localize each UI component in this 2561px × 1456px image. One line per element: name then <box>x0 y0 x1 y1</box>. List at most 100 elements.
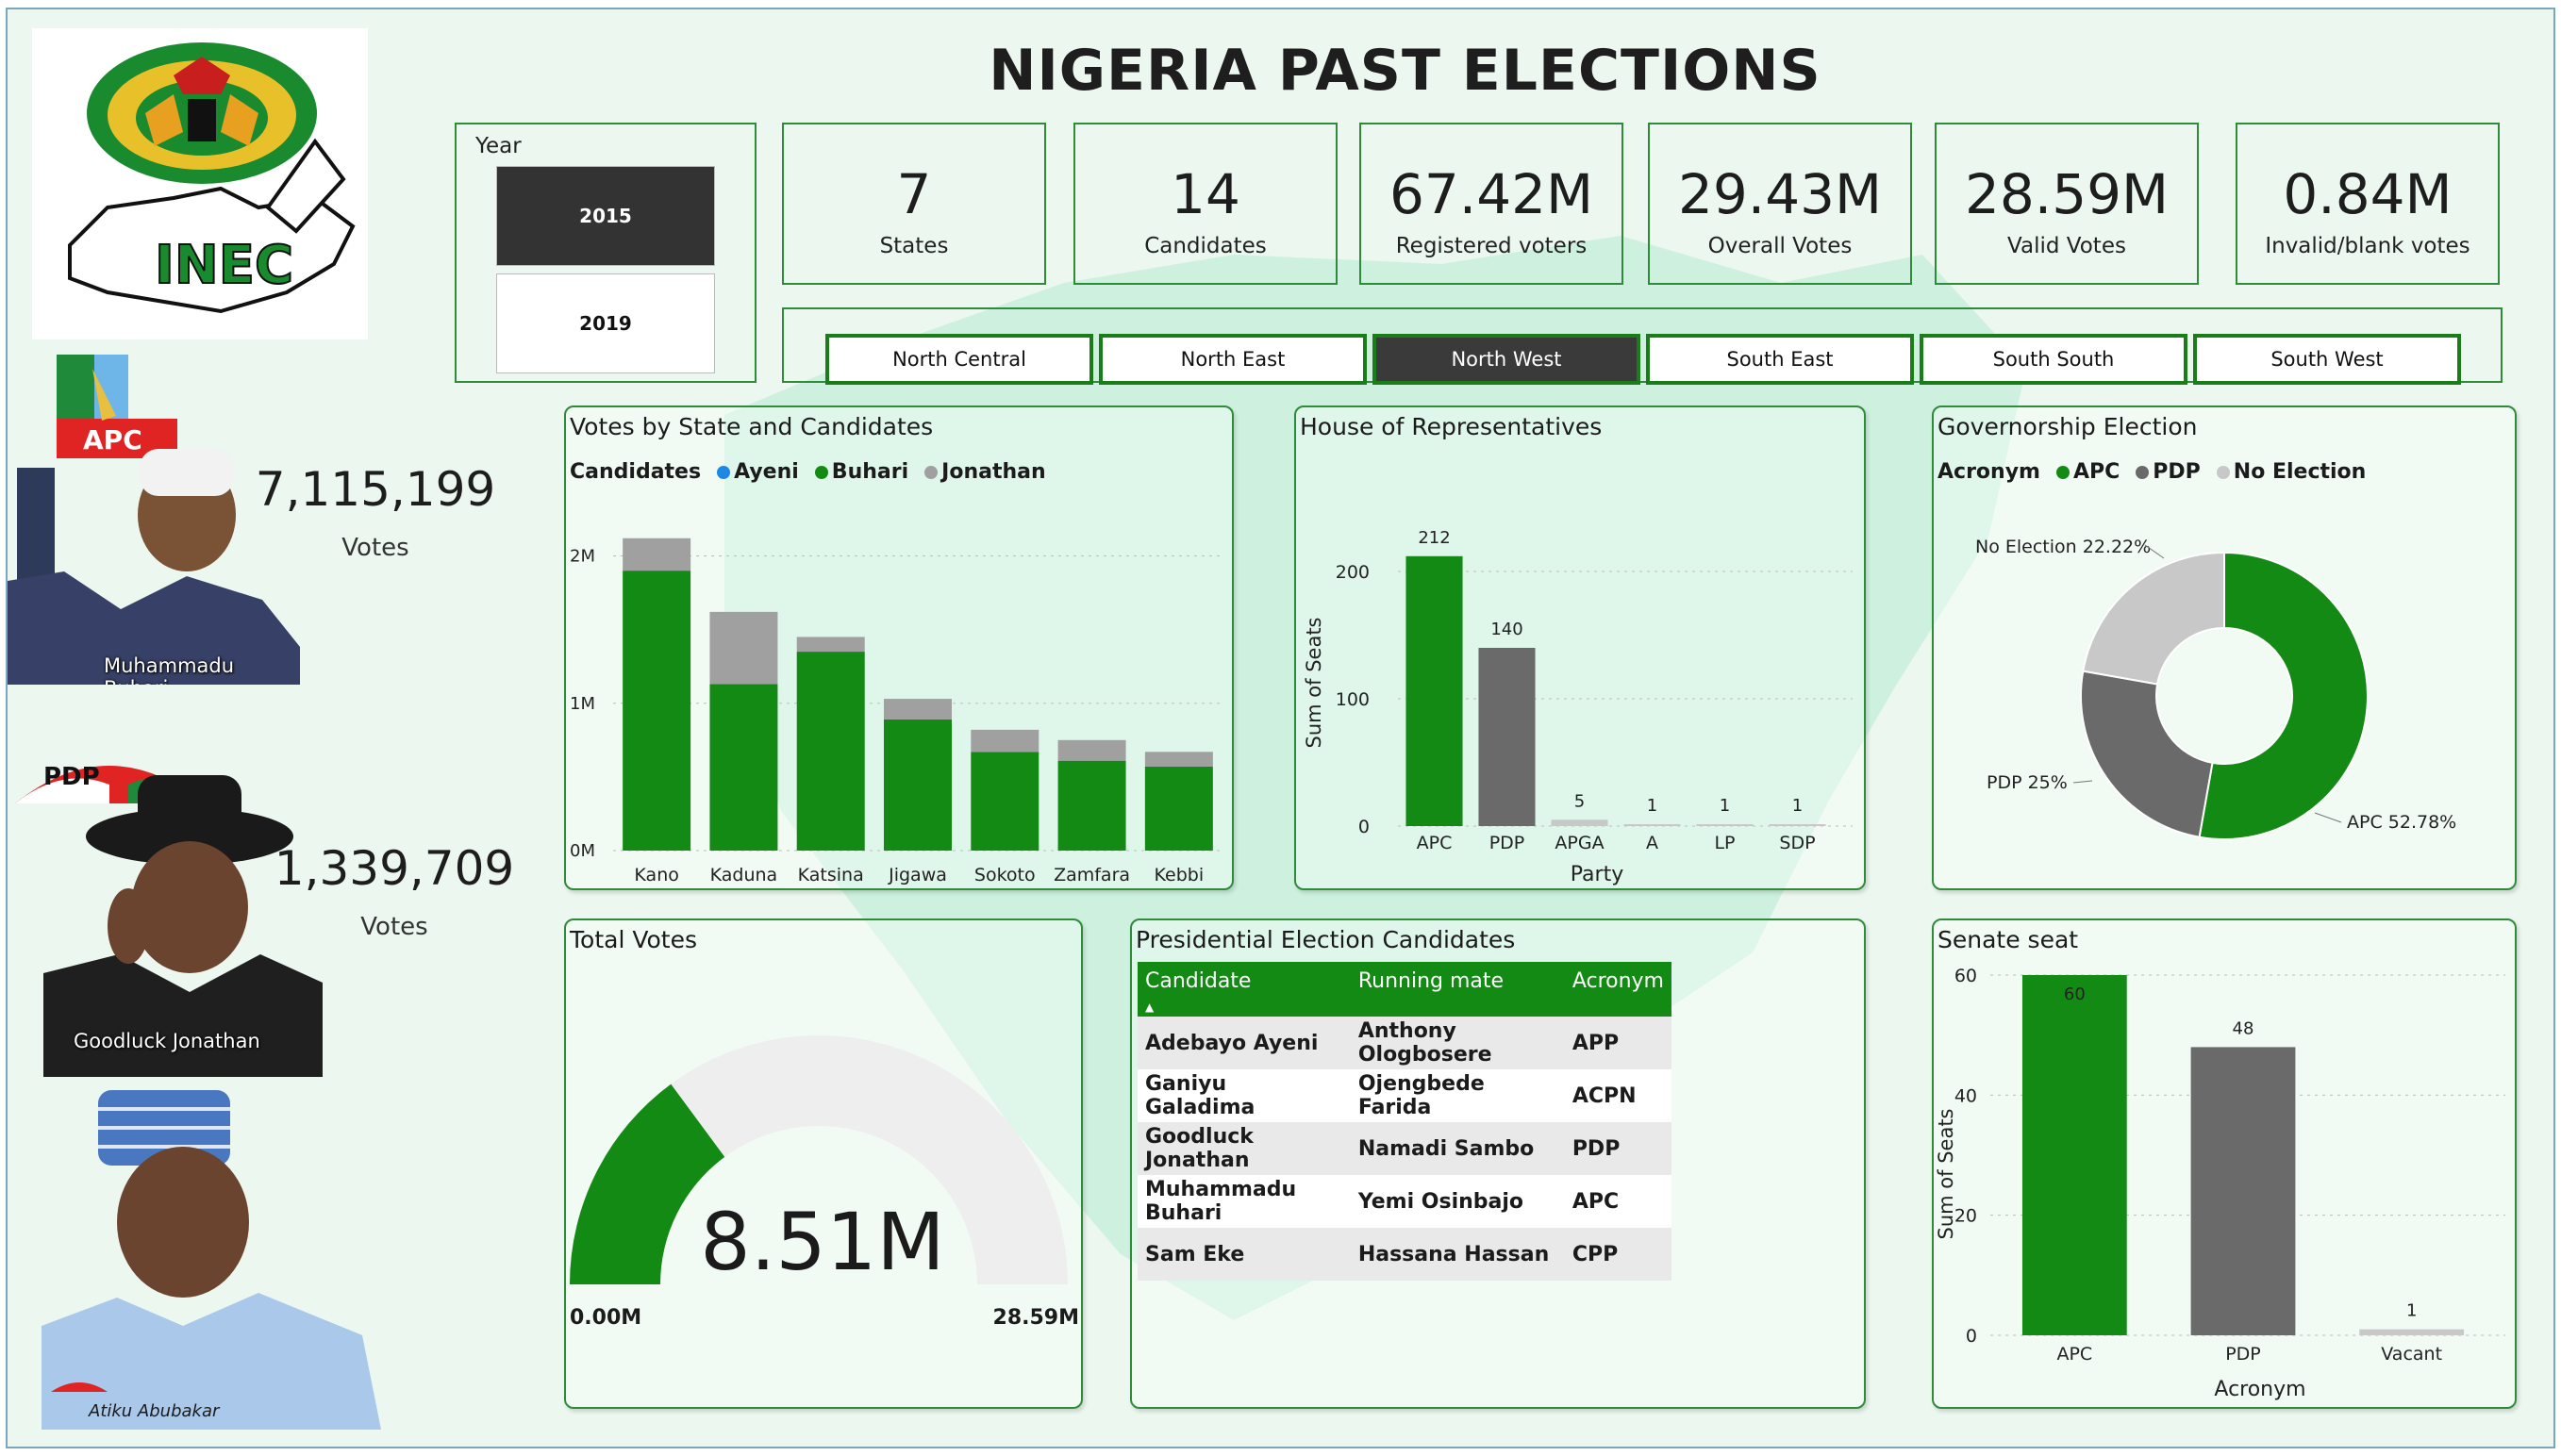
legend-buhari: Buhari <box>831 460 909 484</box>
buhari-image: APC <box>8 355 300 685</box>
table-row[interactable]: Muhammadu Buhari Yemi Osinbajo APC <box>1138 1175 1671 1228</box>
jonathan-photo: PDP Goodluck Jonathan <box>15 728 323 1077</box>
cell-candidate: Adebayo Ayeni <box>1138 1017 1351 1069</box>
kpi-states-value: 7 <box>896 162 932 226</box>
bar-buhari-jigawa <box>884 719 952 851</box>
senate-chart: 0 20 40 60 Sum of Seats Acronym 60 APC 48 PDP 1 Vac… <box>1935 966 2505 1401</box>
region-north-west[interactable]: North West <box>1372 334 1640 385</box>
cell-running-mate: Namadi Sambo <box>1350 1122 1565 1175</box>
kpi-registered-voters-label: Registered voters <box>1395 234 1588 258</box>
kpi-valid-votes: 28.59M Valid Votes <box>1935 123 2199 285</box>
buhari-votes: 7,115,199 Votes <box>253 462 498 562</box>
slice-pdp <box>2080 670 2214 838</box>
gov-legend-pdp: PDP <box>2153 460 2201 484</box>
dashboard-canvas: INEC NIGERIA PAST ELECTIONS Year 2015 20… <box>6 8 2555 1448</box>
data-label: 140 <box>1490 620 1522 639</box>
governorship-chart: APC 52.78% PDP 25% No Election 22.22% <box>1975 537 2456 840</box>
bar-jonathan-sokoto <box>971 729 1039 753</box>
bar-jonathan-kebbi <box>1144 752 1213 767</box>
presidential-panel: Presidential Election Candidates Candida… <box>1130 918 1866 1409</box>
data-label: 212 <box>1418 528 1450 548</box>
kpi-invalid-votes-label: Invalid/blank votes <box>2265 234 2470 258</box>
cell-acronym: APC <box>1564 1175 1671 1228</box>
table-row[interactable]: Sam Eke Hassana Hassan CPP <box>1138 1228 1671 1281</box>
inec-logo: INEC <box>32 28 368 339</box>
leader-line <box>2144 544 2165 559</box>
cell-running-mate: Ojengbede Farida <box>1350 1069 1565 1122</box>
column-header-running-mate[interactable]: Running mate <box>1350 962 1565 1017</box>
region-south-east[interactable]: South East <box>1646 334 1914 385</box>
gauge-min: 0.00M <box>570 1306 641 1330</box>
year-option-2019[interactable]: 2019 <box>496 273 715 373</box>
atiku-image: Atiku Abubakar <box>42 1090 381 1430</box>
x-axis-title: Party <box>1571 863 1623 886</box>
senate-title: Senate seat <box>1937 926 2079 953</box>
sort-ascending-icon[interactable]: ▲ <box>1145 1001 1155 1014</box>
bar-vacant <box>2359 1329 2465 1335</box>
x-tick-label: LP <box>1714 833 1735 853</box>
jonathan-caption: Goodluck Jonathan <box>74 1030 260 1052</box>
kpi-states: 7 States <box>782 123 1046 285</box>
votes-by-state-legend: Candidates Ayeni Buhari Jonathan <box>570 460 1046 484</box>
data-label: 1 <box>1720 796 1730 816</box>
x-tick-label: Zamfara <box>1054 865 1130 885</box>
column-header-candidate-label: Candidate <box>1145 969 1252 993</box>
cell-running-mate: Hassana Hassan <box>1350 1228 1565 1281</box>
cell-acronym: PDP <box>1564 1122 1671 1175</box>
y-tick-label: 20 <box>1954 1206 1977 1227</box>
data-label: 1 <box>2406 1301 2417 1321</box>
y-axis-title: Sum of Seats <box>1303 618 1325 749</box>
bar-buhari-katsina <box>796 652 865 851</box>
region-south-south[interactable]: South South <box>1920 334 2187 385</box>
bar-apc <box>1405 555 1463 826</box>
presidential-table: Candidate ▲ Running mate Acronym Adebayo… <box>1138 962 1671 1281</box>
jonathan-votes-value: 1,339,709 <box>274 841 515 896</box>
nigeria-map-background <box>724 236 2026 1320</box>
region-south-west[interactable]: South West <box>2193 334 2461 385</box>
year-slicer-label: Year <box>475 134 522 158</box>
column-header-candidate[interactable]: Candidate ▲ <box>1138 962 1351 1017</box>
gauge-value: 8.51M <box>700 1196 945 1288</box>
kpi-candidates-value: 14 <box>1171 162 1240 226</box>
y-tick-label: 0 <box>1358 817 1370 837</box>
legend-jonathan: Jonathan <box>941 460 1046 484</box>
y-tick-label: 0M <box>570 841 595 861</box>
kpi-candidates: 14 Candidates <box>1073 123 1338 285</box>
kpi-overall-votes: 29.43M Overall Votes <box>1648 123 1912 285</box>
legend-title: Candidates <box>570 460 702 484</box>
kpi-registered-voters: 67.42M Registered voters <box>1359 123 1623 285</box>
year-option-2015[interactable]: 2015 <box>496 166 715 266</box>
buhari-caption: Muhammadu Buhari <box>104 654 235 685</box>
gov-legend-dot-no-election <box>2216 466 2230 479</box>
slice-label-apc: APC 52.78% <box>2347 812 2456 833</box>
table-row[interactable]: Ganiyu Galadima Ojengbede Farida ACPN <box>1138 1069 1671 1122</box>
governorship-panel: Governorship Election Acronym APC PDP No… <box>1932 405 2517 890</box>
gov-legend-title: Acronym <box>1937 460 2040 484</box>
table-row[interactable]: Goodluck Jonathan Namadi Sambo PDP <box>1138 1122 1671 1175</box>
gauge-fill <box>570 1084 725 1284</box>
atiku-caption: Atiku Abubakar <box>88 1401 221 1421</box>
y-tick-label: 60 <box>1954 966 1977 986</box>
bar-buhari-kano <box>623 571 691 851</box>
bar-buhari-zamfara <box>1057 760 1126 851</box>
table-row[interactable]: Adebayo Ayeni Anthony Ologbosere APP <box>1138 1017 1671 1069</box>
region-north-central[interactable]: North Central <box>825 334 1093 385</box>
bar-pdp <box>1478 648 1536 826</box>
cell-candidate: Goodluck Jonathan <box>1138 1122 1351 1175</box>
cell-acronym: APP <box>1564 1017 1671 1069</box>
column-header-acronym[interactable]: Acronym <box>1564 962 1671 1017</box>
bar-lp <box>1696 824 1754 826</box>
legend-dot-ayeni <box>717 466 731 479</box>
buhari-votes-label: Votes <box>341 534 409 562</box>
region-slicer: North Central North East North West Sout… <box>782 307 2503 385</box>
kpi-registered-voters-value: 67.42M <box>1389 162 1594 226</box>
y-axis-title: Sum of Seats <box>1935 1109 1957 1240</box>
x-tick-label: Kano <box>634 865 678 885</box>
y-tick-label: 40 <box>1954 1085 1977 1106</box>
cell-running-mate: Yemi Osinbajo <box>1350 1175 1565 1228</box>
data-label: 48 <box>2233 1018 2254 1038</box>
region-north-east[interactable]: North East <box>1099 334 1367 385</box>
x-tick-label: Katsina <box>798 865 864 885</box>
leader-line <box>2314 812 2342 823</box>
bar-apc <box>2021 975 2127 1335</box>
